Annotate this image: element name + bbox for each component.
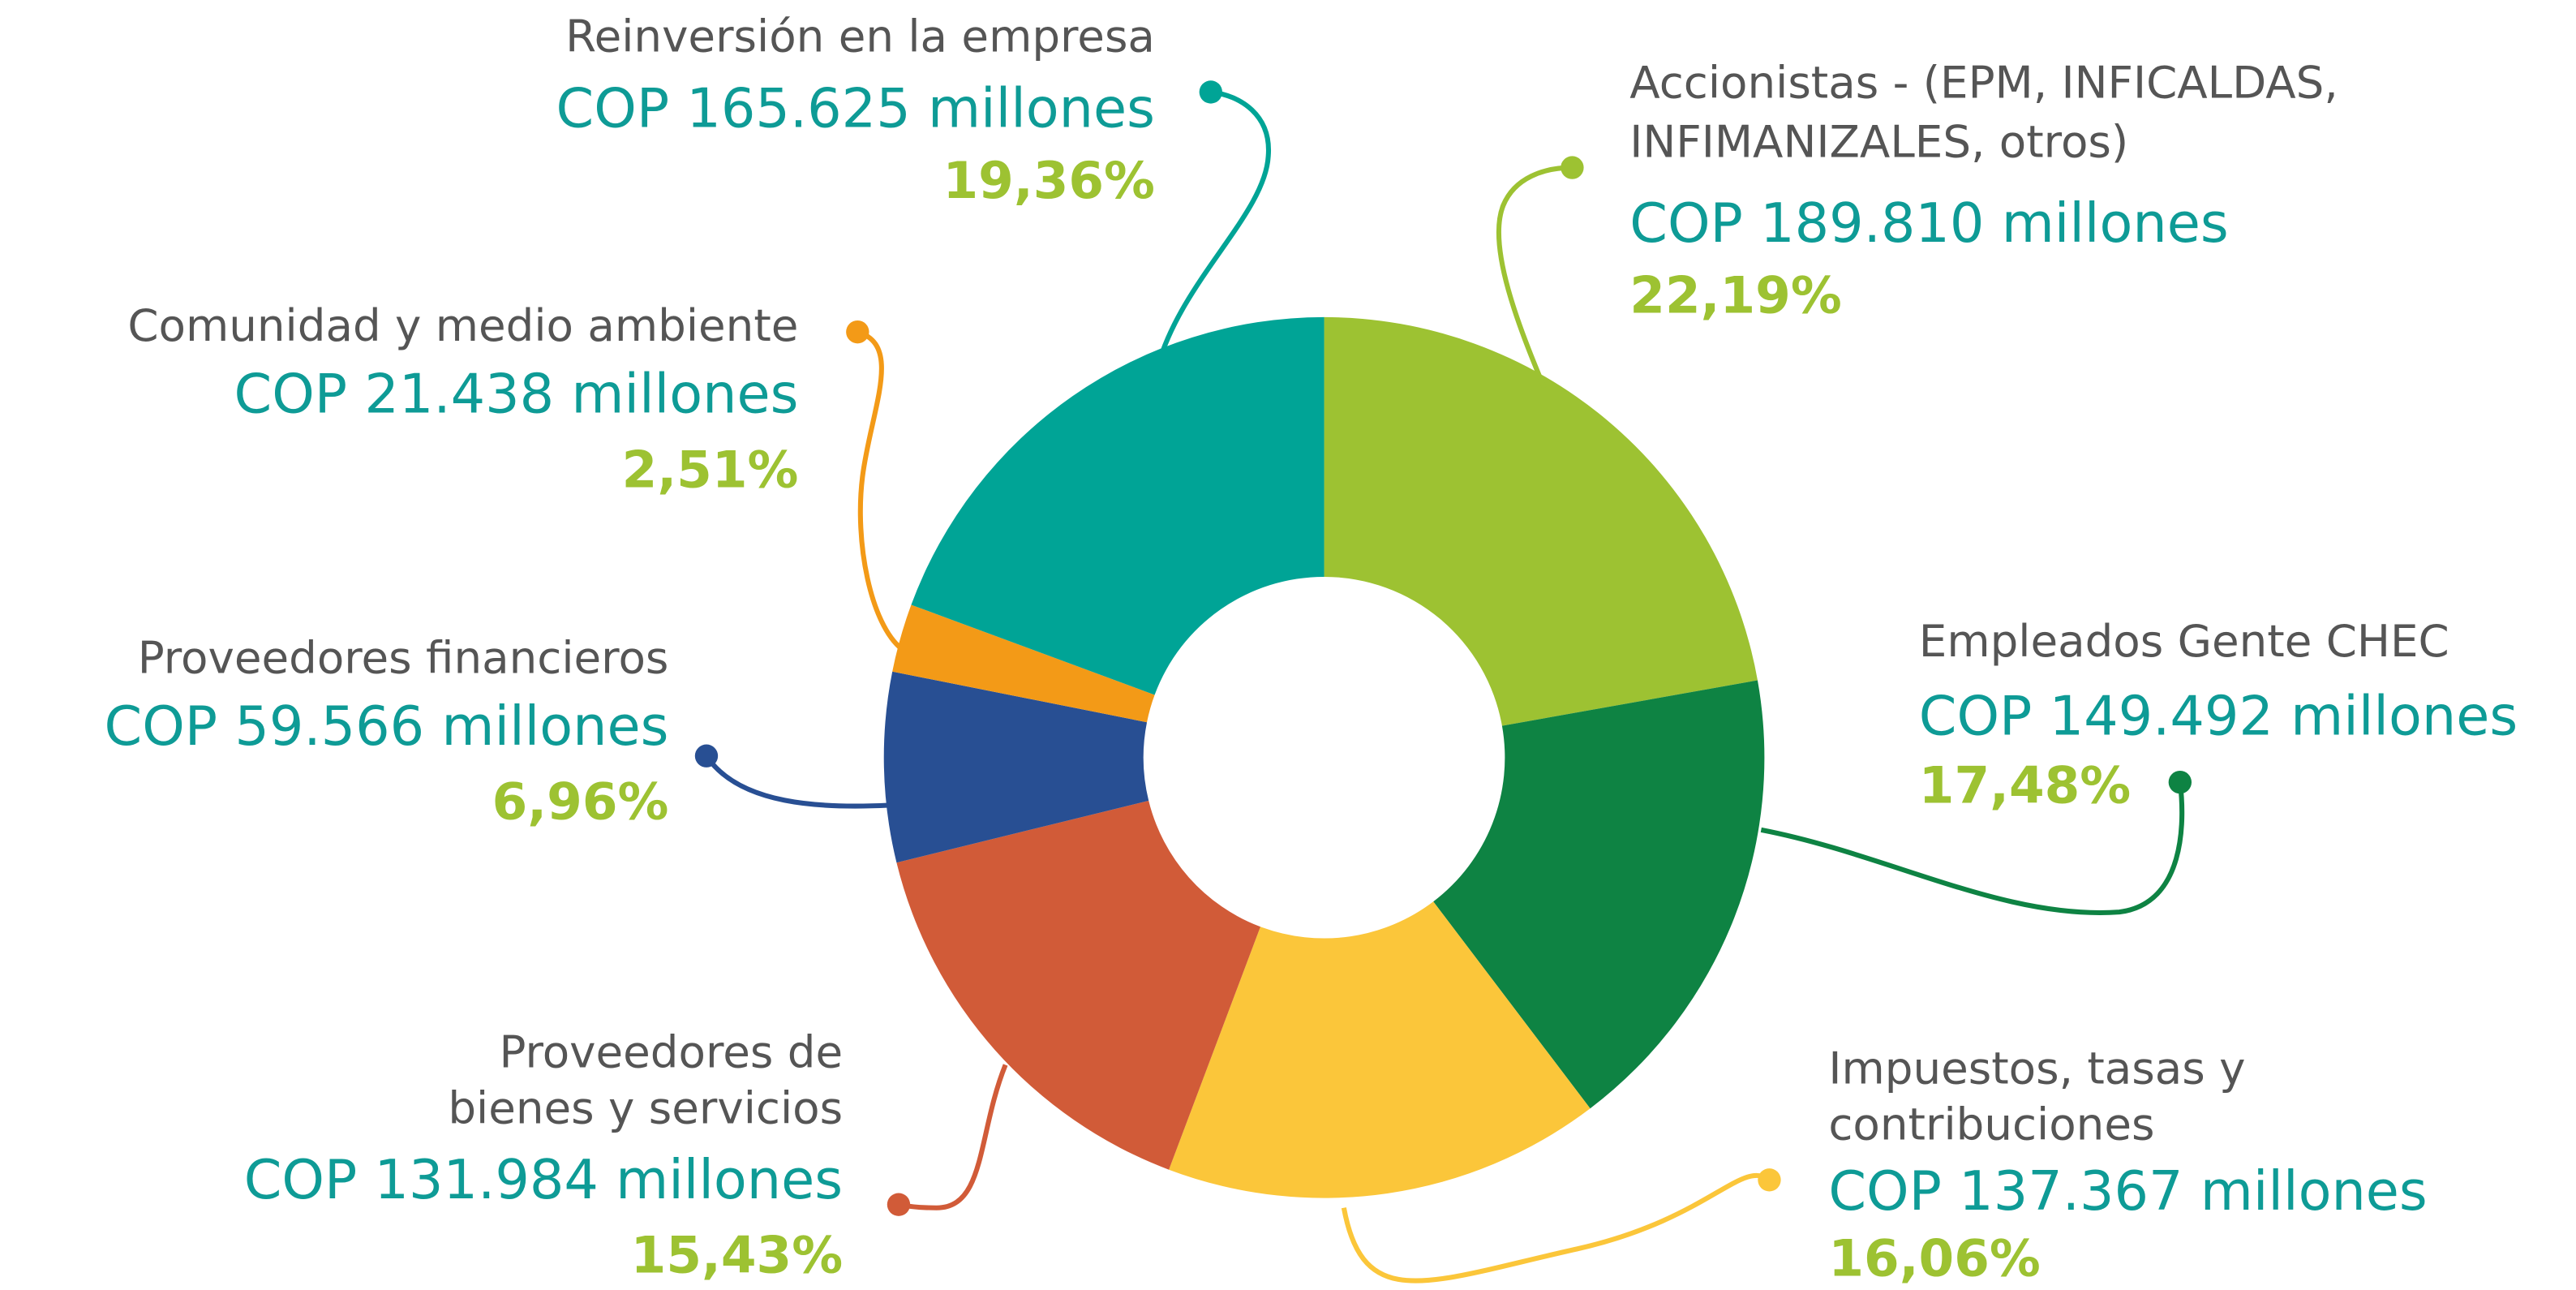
connector-dot [1758,1168,1781,1192]
connector-dot [694,744,719,768]
value-label: 19,36% [943,151,1155,210]
connector [1760,781,2185,916]
amount-label: COP 189.810 millones [1629,191,2228,255]
connector-dot [887,1193,911,1216]
slice [1433,680,1765,1109]
value-label: 15,43% [631,1226,843,1285]
value-label: 6,96% [492,772,669,832]
category-label: Reinversión en la empresa [565,11,1155,62]
slice [1169,901,1591,1198]
connector [898,1064,1008,1210]
category-label: Proveedores de [499,1026,843,1077]
value-label: 17,48% [1919,755,2131,815]
value-label: 22,19% [1629,266,1841,325]
category-label: Proveedores financieros [138,631,669,683]
connector-dot [846,320,869,344]
slice [892,604,1155,723]
connector [704,755,889,809]
slice [896,800,1260,1170]
slice [1324,316,1758,726]
connector [857,329,904,651]
connector-dot [1199,80,1222,104]
connector [1496,165,1573,389]
amount-label: COP 165.625 millones [556,76,1155,140]
category-label: bienes y servicios [448,1081,843,1133]
connector-dot [1561,156,1584,179]
amount-label: COP 137.367 millones [1828,1159,2427,1223]
amount-label: COP 149.492 millones [1919,685,2518,748]
connector [1156,89,1271,366]
connector [1341,1172,1771,1284]
category-label: Impuestos, tasas y [1828,1043,2245,1094]
amount-label: COP 59.566 millones [105,694,669,758]
value-label: 2,51% [622,440,799,499]
slice [911,316,1324,695]
category-label: Empleados Gente CHEC [1919,615,2449,667]
category-label: Comunidad y medio ambiente [127,299,798,351]
slice [883,671,1149,863]
category-label: Accionistas - (EPM, INFICALDAS, [1629,56,2338,108]
category-label: INFIMANIZALES, otros) [1629,115,2128,167]
value-label: 16,06% [1828,1229,2040,1288]
amount-label: COP 131.984 millones [244,1148,843,1211]
amount-label: COP 21.438 millones [234,363,799,426]
category-label: contribuciones [1828,1099,2154,1150]
connector-dot [2168,770,2192,794]
